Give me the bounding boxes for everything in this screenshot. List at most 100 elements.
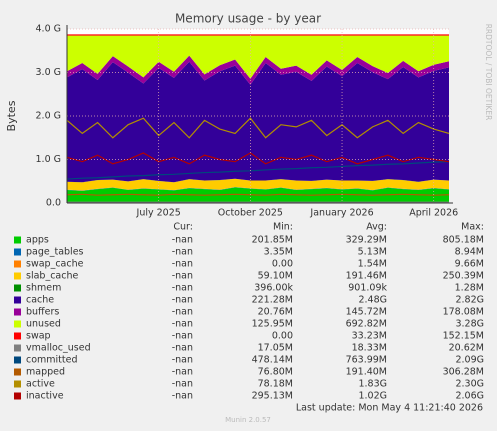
legend-stat: 306.28M: [443, 367, 484, 378]
legend-stat: -nan: [172, 319, 193, 330]
legend-swatch: [14, 272, 21, 280]
legend-swatch: [14, 344, 21, 352]
legend-label: shmem: [26, 283, 61, 294]
legend-swatch: [14, 368, 21, 376]
legend-stat: 901.09k: [348, 283, 387, 294]
legend-stat: -nan: [172, 235, 193, 246]
legend-stat: 763.99M: [346, 355, 387, 366]
x-tick-label: April 2026: [409, 208, 458, 219]
legend-stat: -nan: [172, 307, 193, 318]
legend-label: apps: [26, 235, 49, 246]
legend-stat: 59.10M: [258, 271, 293, 282]
legend-stat: 396.00k: [254, 283, 293, 294]
area: [67, 178, 449, 183]
legend-stat: 8.94M: [455, 247, 484, 258]
area: [67, 178, 449, 191]
chart-title: Memory usage - by year: [175, 12, 321, 26]
legend-swatch: [14, 296, 21, 304]
y-tick-label: 0.0: [46, 198, 61, 209]
legend-stat: 20.76M: [258, 307, 293, 318]
y-tick-label: 1.0 G: [36, 154, 62, 165]
legend-stat: 5.13M: [358, 247, 387, 258]
legend-stat: 3.35M: [264, 247, 293, 258]
legend-label: cache: [26, 295, 54, 306]
legend-stat: 329.29M: [346, 235, 387, 246]
legend-stat: 692.82M: [346, 319, 387, 330]
legend-stat: 178.08M: [443, 307, 484, 318]
legend-swatch: [14, 248, 21, 256]
x-tick-label: October 2025: [218, 208, 283, 219]
legend-stat: 76.80M: [258, 367, 293, 378]
legend-header: Min:: [273, 222, 293, 233]
legend-label: swap: [26, 331, 51, 342]
legend-label: buffers: [26, 307, 59, 318]
y-axis-label: Bytes: [5, 100, 18, 131]
legend-swatch: [14, 320, 21, 328]
legend-stat: 2.48G: [358, 295, 387, 306]
legend-stat: 250.39M: [443, 271, 484, 282]
legend-header: Avg:: [366, 222, 387, 233]
legend-stat: -nan: [172, 391, 193, 402]
line: [66, 152, 450, 165]
marks: [66, 34, 450, 203]
y-tick-label: 4.0 G: [36, 24, 62, 35]
legend-swatch: [14, 332, 21, 340]
legend-swatch: [14, 380, 21, 388]
legend-header: Max:: [461, 222, 484, 233]
legend-stat: 0.00: [272, 259, 293, 270]
legend-stat: 3.28G: [455, 319, 484, 330]
area: [67, 34, 449, 36]
y-tick-label: 3.0 G: [36, 67, 62, 78]
legend-stat: 125.95M: [252, 319, 293, 330]
line: [66, 117, 450, 139]
legend-stat: 201.85M: [252, 235, 293, 246]
y-tick-label: 2.0 G: [36, 111, 62, 122]
legend-stat: 20.62M: [449, 343, 484, 354]
legend-stat: 191.46M: [346, 271, 387, 282]
legend-stat: 2.09G: [455, 355, 484, 366]
legend-swatch: [14, 284, 21, 292]
legend-swatch: [14, 392, 21, 400]
legend-stat: -nan: [172, 259, 193, 270]
legend-swatch: [14, 236, 21, 244]
legend-header: Cur:: [173, 222, 193, 233]
legend-label: unused: [26, 319, 61, 330]
line: [66, 161, 450, 180]
legend-stat: 9.66M: [455, 259, 484, 270]
area: [67, 61, 449, 183]
legend-label: slab_cache: [26, 271, 78, 282]
legend-stat: -nan: [172, 247, 193, 258]
x-tick-label: July 2025: [136, 208, 181, 219]
legend-label: committed: [26, 355, 78, 366]
last-update: Last update: Mon May 4 11:21:40 2026: [296, 403, 483, 414]
legend-swatch: [14, 260, 21, 268]
legend-stat: 18.33M: [352, 343, 387, 354]
legend-stat: 478.14M: [252, 355, 293, 366]
legend-swatch: [14, 308, 21, 316]
legend-stat: 1.83G: [358, 379, 387, 390]
legend-label: inactive: [26, 391, 64, 402]
legend-label: page_tables: [26, 247, 84, 258]
legend-stat: 145.72M: [346, 307, 387, 318]
area: [67, 35, 449, 79]
legend-stat: 2.82G: [455, 295, 484, 306]
legend-stat: -nan: [172, 379, 193, 390]
legend-stat: 2.06G: [455, 391, 484, 402]
legend-label: swap_cache: [26, 259, 84, 270]
area: [67, 187, 449, 191]
legend-stat: -nan: [172, 343, 193, 354]
legend-stat: 0.00: [272, 331, 293, 342]
legend-stat: -nan: [172, 283, 193, 294]
legend-stat: 221.28M: [252, 295, 293, 306]
legend-stat: 1.54M: [358, 259, 387, 270]
x-tick-label: January 2026: [309, 208, 373, 219]
line: [66, 193, 450, 196]
area: [67, 55, 449, 85]
legend-stat: -nan: [172, 295, 193, 306]
legend-stat: 33.23M: [352, 331, 387, 342]
legend-stat: 805.18M: [443, 235, 484, 246]
legend-stat: -nan: [172, 271, 193, 282]
legend-stat: 1.28M: [455, 283, 484, 294]
legend-stat: 191.40M: [346, 367, 387, 378]
